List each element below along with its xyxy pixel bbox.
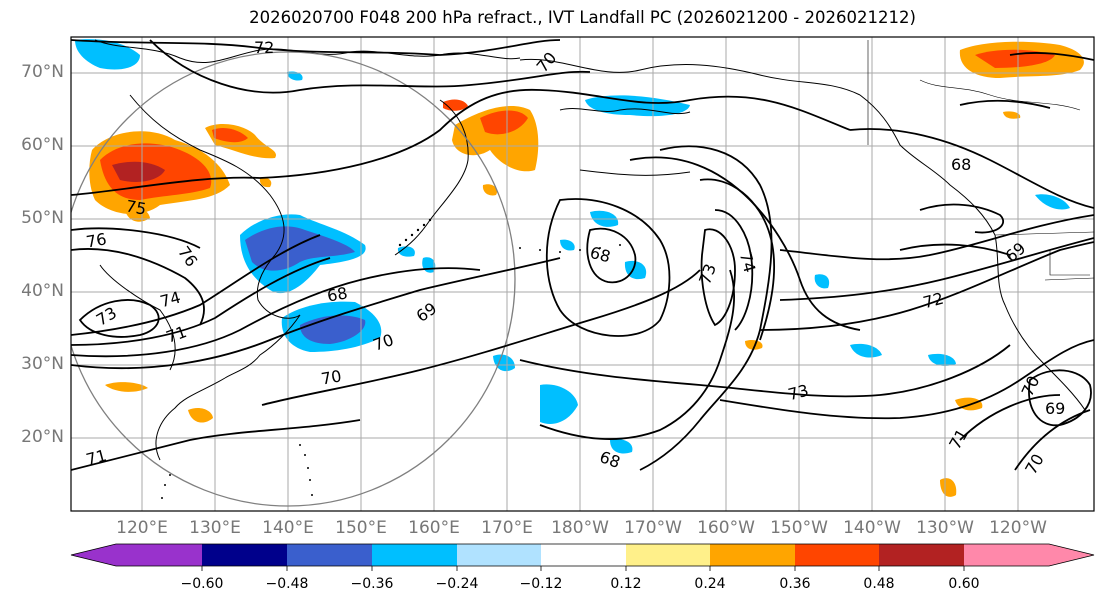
lon-tick-label: 130°E — [189, 518, 241, 538]
colorbar-tick-label: −0.24 — [435, 576, 479, 592]
lat-tick-label: 30°N — [21, 354, 64, 374]
colorbar-tick-label: −0.36 — [350, 576, 394, 592]
contour-label: 74 — [158, 288, 183, 312]
map-area: 72 70 68 68 75 76 76 73 74 71 68 69 70 7… — [71, 37, 1094, 511]
colorbar-extend-left — [71, 544, 116, 566]
colorbar-bin — [795, 544, 879, 566]
colorbar-bin — [879, 544, 964, 566]
colorbar-bin — [116, 544, 202, 566]
colorbar-bin — [964, 544, 1049, 566]
lon-tick-label: 160°W — [697, 518, 755, 538]
colorbar-bin — [626, 544, 710, 566]
refractivity-contours — [71, 39, 1094, 471]
lon-tick-label: 120°E — [116, 518, 168, 538]
colorbar — [70, 543, 1095, 571]
lon-tick-label: 140°E — [262, 518, 314, 538]
colorbar-extend-right — [1049, 544, 1094, 566]
contour-label: 69 — [1045, 399, 1065, 418]
contour-label: 76 — [85, 229, 108, 251]
positive-anomaly-fills — [89, 41, 1084, 497]
contour-label: 68 — [951, 155, 971, 174]
colorbar-bin — [372, 544, 457, 566]
colorbar-tick-label: −0.12 — [519, 576, 563, 592]
lon-tick-label: 140°W — [843, 518, 901, 538]
colorbar-tick-label: 0.48 — [863, 576, 895, 592]
colorbar-bin — [287, 544, 372, 566]
contour-label: 75 — [124, 196, 147, 218]
island-chains — [161, 218, 621, 499]
contour-label: 68 — [588, 243, 613, 267]
lat-tick-label: 70°N — [21, 62, 64, 82]
contour-label: 72 — [921, 289, 946, 313]
colorbar-bin — [541, 544, 626, 566]
contour-label: 71 — [84, 446, 109, 470]
colorbar-bin — [202, 544, 287, 566]
colorbar-tick-label: 0.36 — [779, 576, 811, 592]
lat-tick-label: 20°N — [21, 427, 64, 447]
contour-label: 68 — [326, 283, 349, 305]
contour-label: 72 — [254, 38, 274, 57]
colorbar-tick-label: 0.60 — [948, 576, 980, 592]
colorbar-tick-label: 0.24 — [694, 576, 726, 592]
lon-tick-label: 150°W — [770, 518, 828, 538]
lon-tick-label: 120°W — [989, 518, 1047, 538]
contour-label: 73 — [786, 381, 811, 405]
colorbar-outline — [70, 543, 1095, 567]
lat-lon-grid — [71, 37, 1094, 511]
colorbar-tick-label: −0.48 — [265, 576, 309, 592]
colorbar-tick-label: −0.60 — [180, 576, 224, 592]
lon-tick-label: 130°W — [916, 518, 974, 538]
lat-tick-label: 60°N — [21, 135, 64, 155]
landfall-radius-circle — [71, 51, 516, 507]
lon-tick-label: 170°W — [624, 518, 682, 538]
lon-tick-label: 170°E — [481, 518, 533, 538]
lat-tick-label: 40°N — [21, 281, 64, 301]
colorbar-tick-label: 0.12 — [610, 576, 642, 592]
colorbar-bin — [457, 544, 541, 566]
contour-label: 70 — [320, 366, 343, 388]
contour-label: 74 — [736, 250, 760, 275]
map-title: 2026020700 F048 200 hPa refract., IVT La… — [249, 8, 916, 27]
colorbar-bin — [710, 544, 795, 566]
map-frame — [70, 36, 1095, 512]
lon-tick-label: 180°W — [551, 518, 609, 538]
lon-tick-label: 150°E — [335, 518, 387, 538]
lon-tick-label: 160°E — [408, 518, 460, 538]
lat-tick-label: 50°N — [21, 208, 64, 228]
